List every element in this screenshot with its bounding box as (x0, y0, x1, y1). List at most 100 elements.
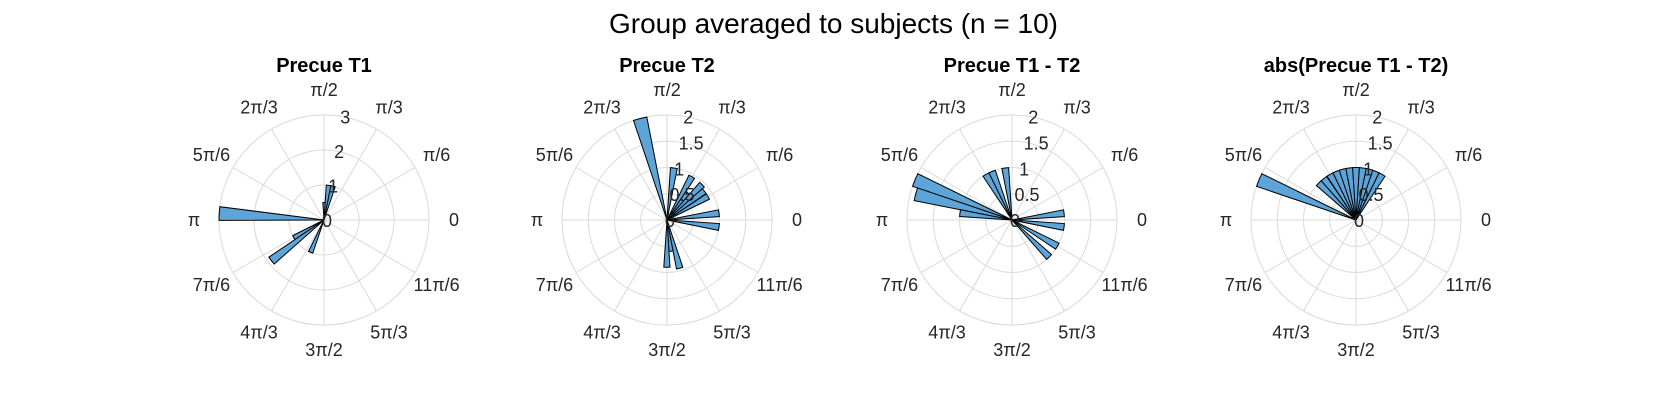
polar-plot-abs-precue-t1-minus-t2: 0 0.5 1 1.5 2 0 π/6 π/3 π/2 2π/3 5π/6 π 7π/6 4π/3 3π/2… (1220, 55, 1492, 360)
theta-tick-label: π/6 (766, 145, 793, 165)
theta-tick-label: 11π/6 (757, 275, 803, 295)
theta-tick-label: π/6 (1455, 145, 1482, 165)
r-tick-label: 2 (1028, 108, 1038, 128)
theta-tick-label: 7π/6 (1225, 275, 1262, 295)
theta-tick-label: π/2 (1342, 80, 1369, 100)
r-tick-label: 2 (683, 108, 693, 128)
theta-tick-label: 11π/6 (414, 275, 460, 295)
theta-grid-spoke (1355, 219, 1409, 312)
theta-grid-spoke (575, 167, 668, 221)
theta-grid-spoke (1264, 167, 1357, 221)
theta-tick-label: 4π/3 (1272, 323, 1309, 343)
histogram-bar (1001, 167, 1013, 221)
theta-grid-spoke (666, 219, 759, 273)
r-tick-label: 1 (1019, 159, 1029, 179)
theta-grid-spoke (232, 167, 325, 221)
r-tick-label: 1.5 (1368, 133, 1393, 153)
theta-grid-spoke (1011, 219, 1065, 312)
theta-grid-spoke (1303, 219, 1357, 312)
r-tick-label: 1 (674, 159, 684, 179)
histogram-bar (959, 209, 1013, 221)
r-tick-label: 2 (334, 142, 344, 162)
histogram-bar (322, 202, 326, 221)
theta-tick-label: 3π/2 (305, 340, 342, 360)
r-tick-label: 1.5 (679, 133, 704, 153)
theta-tick-label: 2π/3 (583, 97, 620, 117)
histogram-bar (666, 193, 711, 221)
histogram-bar (666, 167, 678, 221)
histogram-bar (307, 219, 325, 254)
theta-grid-spoke (1355, 219, 1448, 273)
histogram-bar (1355, 172, 1386, 221)
theta-grid-spoke (1355, 167, 1448, 221)
subplot-title: Precue T2 (619, 55, 715, 77)
theta-grid-spoke (323, 219, 377, 312)
subplot-title: Precue T1 - T2 (944, 55, 1081, 77)
histogram-bar (218, 206, 325, 221)
theta-tick-label: π/3 (1407, 97, 1434, 117)
theta-tick-label: 0 (449, 210, 459, 230)
r-tick-label: 1 (328, 177, 338, 197)
theta-tick-label: 4π/3 (240, 323, 277, 343)
theta-grid-spoke (575, 219, 668, 273)
histogram-bar (323, 184, 332, 221)
theta-tick-label: π/2 (310, 80, 337, 100)
r-tick-label: 0.5 (1015, 185, 1040, 205)
theta-grid-spoke (920, 167, 1013, 221)
theta-grid-spoke (614, 128, 668, 221)
theta-tick-label: 5π/6 (536, 145, 573, 165)
histogram-bar (913, 187, 1013, 221)
theta-tick-label: 3π/2 (993, 340, 1030, 360)
subplot-title: abs(Precue T1 - T2) (1264, 55, 1449, 77)
theta-grid-spoke (1264, 219, 1357, 273)
theta-tick-label: π/2 (653, 80, 680, 100)
r-tick-label: 0 (1010, 211, 1020, 231)
histogram-bar (911, 172, 1013, 221)
theta-grid-spoke (614, 219, 668, 312)
theta-tick-label: 5π/6 (881, 145, 918, 165)
theta-tick-label: 11π/6 (1102, 275, 1148, 295)
theta-tick-label: 0 (1481, 210, 1491, 230)
theta-grid-spoke (920, 219, 1013, 273)
histogram-bar (666, 219, 684, 270)
theta-tick-label: 5π/6 (193, 145, 230, 165)
theta-tick-label: 7π/6 (881, 275, 918, 295)
histogram-bar (988, 169, 1013, 221)
histogram-bar (663, 219, 671, 268)
theta-grid-spoke (1011, 167, 1104, 221)
theta-tick-label: 4π/3 (583, 323, 620, 343)
theta-grid-spoke (959, 219, 1013, 312)
theta-tick-label: π (1220, 210, 1232, 230)
polar-plot-precue-t2: 0 0.5 1 1.5 2 0 π/6 π/3 π/2 2π/3 5π/6 π 7π/6 4π/3 3π/2… (531, 55, 803, 360)
theta-tick-label: 3π/2 (648, 340, 685, 360)
r-tick-label: 0 (322, 211, 332, 231)
theta-tick-label: π/6 (1111, 145, 1138, 165)
r-tick-label: 0 (1354, 211, 1364, 231)
histogram-bar (666, 219, 720, 231)
theta-tick-label: 11π/6 (1446, 275, 1492, 295)
theta-tick-label: π/6 (423, 145, 450, 165)
subplot-title: Precue T1 (276, 55, 372, 77)
histogram-bar (1011, 219, 1065, 231)
theta-tick-label: 5π/6 (1225, 145, 1262, 165)
theta-tick-label: 5π/3 (1402, 323, 1439, 343)
theta-tick-label: π (188, 210, 200, 230)
theta-tick-label: 2π/3 (1272, 97, 1309, 117)
theta-grid-spoke (271, 219, 325, 312)
theta-grid-spoke (666, 219, 720, 312)
theta-tick-label: π/3 (718, 97, 745, 117)
theta-grid-spoke (271, 128, 325, 221)
histogram-bar (666, 181, 706, 221)
r-tick-label: 1.5 (1024, 133, 1049, 153)
theta-tick-label: 2π/3 (928, 97, 965, 117)
theta-grid-spoke (323, 128, 377, 221)
histogram-bar (1011, 219, 1060, 250)
r-tick-label: 0.5 (670, 185, 695, 205)
r-tick-label: 1 (1363, 159, 1373, 179)
theta-tick-label: π/3 (375, 97, 402, 117)
theta-grid-spoke (1011, 128, 1065, 221)
theta-tick-label: π (531, 210, 543, 230)
r-tick-label: 0.5 (1359, 185, 1384, 205)
theta-tick-label: 0 (1137, 210, 1147, 230)
theta-tick-label: 7π/6 (536, 275, 573, 295)
